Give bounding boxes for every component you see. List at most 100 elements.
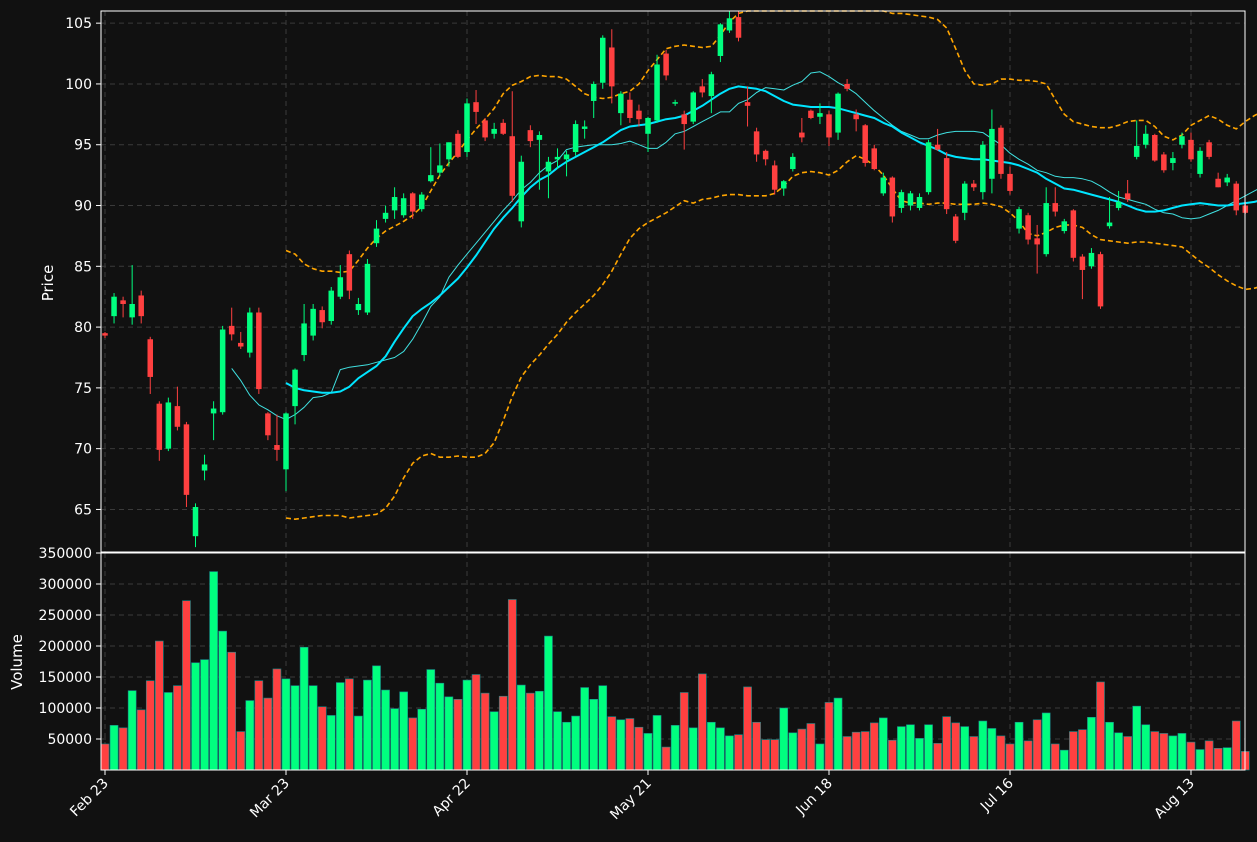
price-grid xyxy=(101,11,1245,552)
volume-bar xyxy=(218,630,227,771)
price-y-label: Price xyxy=(39,265,57,302)
volume-bar xyxy=(136,709,146,771)
volume-bar xyxy=(679,692,689,771)
candle xyxy=(491,122,497,139)
candle-body xyxy=(853,114,859,120)
candle xyxy=(1233,181,1239,216)
candle xyxy=(952,214,959,244)
candle xyxy=(1043,187,1049,257)
volume-bar xyxy=(1141,724,1151,771)
volume-bar xyxy=(281,678,291,771)
volume-bar xyxy=(688,727,698,771)
candle-body xyxy=(1079,256,1086,270)
candle xyxy=(1079,254,1086,300)
candle xyxy=(690,91,696,125)
candle-body xyxy=(925,142,932,193)
candle-body xyxy=(428,175,434,182)
volume-bar xyxy=(797,728,807,771)
candle-body xyxy=(400,198,407,216)
volume-bar xyxy=(716,727,725,771)
volume-frame xyxy=(100,552,1246,771)
volume-y-ticks: 50000 100000 150000 200000 250000 300000 35000… xyxy=(39,546,101,748)
candle xyxy=(219,325,226,415)
candle-body xyxy=(563,154,570,160)
candle-body xyxy=(183,424,190,495)
candle-body xyxy=(455,133,461,157)
volume-bar xyxy=(200,659,209,771)
candle-body xyxy=(609,47,615,87)
volume-bar xyxy=(390,708,399,771)
candle xyxy=(346,250,353,300)
candle-body xyxy=(437,165,443,173)
volume-bar xyxy=(164,692,173,771)
price-tick-label: 80 xyxy=(74,320,92,336)
candle xyxy=(962,181,968,221)
candle xyxy=(1215,172,1221,188)
candle xyxy=(328,286,334,325)
volume-bar xyxy=(842,736,852,771)
volume-bar xyxy=(209,571,218,771)
volume-bar xyxy=(1041,712,1051,771)
volume-bar xyxy=(173,685,182,771)
candle-body xyxy=(907,193,914,206)
candle-body xyxy=(889,177,896,217)
candle-body xyxy=(391,197,398,211)
volume-bar xyxy=(598,685,608,771)
candle xyxy=(482,117,488,142)
candle-body xyxy=(1097,254,1104,307)
candle xyxy=(1161,152,1167,173)
candle xyxy=(292,368,298,425)
candle xyxy=(210,401,217,441)
candle xyxy=(943,152,950,215)
volume-bar xyxy=(553,711,562,771)
candle xyxy=(762,149,769,166)
candle xyxy=(907,190,914,211)
price-tick-label: 70 xyxy=(74,442,92,458)
candle xyxy=(382,205,389,223)
candle xyxy=(1170,152,1176,171)
candle xyxy=(120,296,126,318)
candle-body xyxy=(509,136,515,196)
volume-bar xyxy=(661,746,671,771)
volume-bar xyxy=(906,724,915,771)
volume-bar xyxy=(1023,740,1033,771)
candle xyxy=(590,81,597,118)
volume-bar xyxy=(535,690,544,771)
candle-body xyxy=(790,156,796,170)
volume-bar xyxy=(308,685,318,771)
candle-body xyxy=(708,74,715,97)
candle-body xyxy=(726,18,733,31)
candle-body xyxy=(862,125,868,163)
x-tick-label: Jul 16 xyxy=(977,775,1017,815)
candle xyxy=(265,412,271,441)
candle-body xyxy=(147,339,153,377)
volume-bar xyxy=(779,707,789,771)
candle-body xyxy=(645,117,651,134)
candle-body xyxy=(283,413,289,470)
candle-body xyxy=(446,142,452,160)
candle xyxy=(889,176,896,223)
candle xyxy=(1179,132,1185,149)
volume-tick-label: 150000 xyxy=(39,670,92,686)
price-tick-label: 85 xyxy=(74,259,92,275)
volume-bar xyxy=(1186,741,1196,771)
volume-bar xyxy=(462,679,472,771)
candle xyxy=(1007,166,1013,195)
candle xyxy=(192,503,199,548)
candle-body xyxy=(744,102,751,106)
price-tick-label: 95 xyxy=(74,138,92,154)
candle-body xyxy=(545,161,552,172)
candle-body xyxy=(1007,173,1013,191)
x-tick-label: Aug 13 xyxy=(1151,776,1197,822)
candle xyxy=(536,131,543,190)
candle-body xyxy=(1124,193,1131,200)
candle xyxy=(337,265,344,300)
volume-bar xyxy=(354,715,363,771)
x-tick-label: Jun 18 xyxy=(793,776,836,819)
candle xyxy=(790,153,796,172)
volume-tick-label: 200000 xyxy=(39,639,92,655)
candle-body xyxy=(581,126,588,129)
volume-bar xyxy=(489,711,499,771)
candle xyxy=(898,189,905,213)
volume-bar xyxy=(381,689,390,771)
